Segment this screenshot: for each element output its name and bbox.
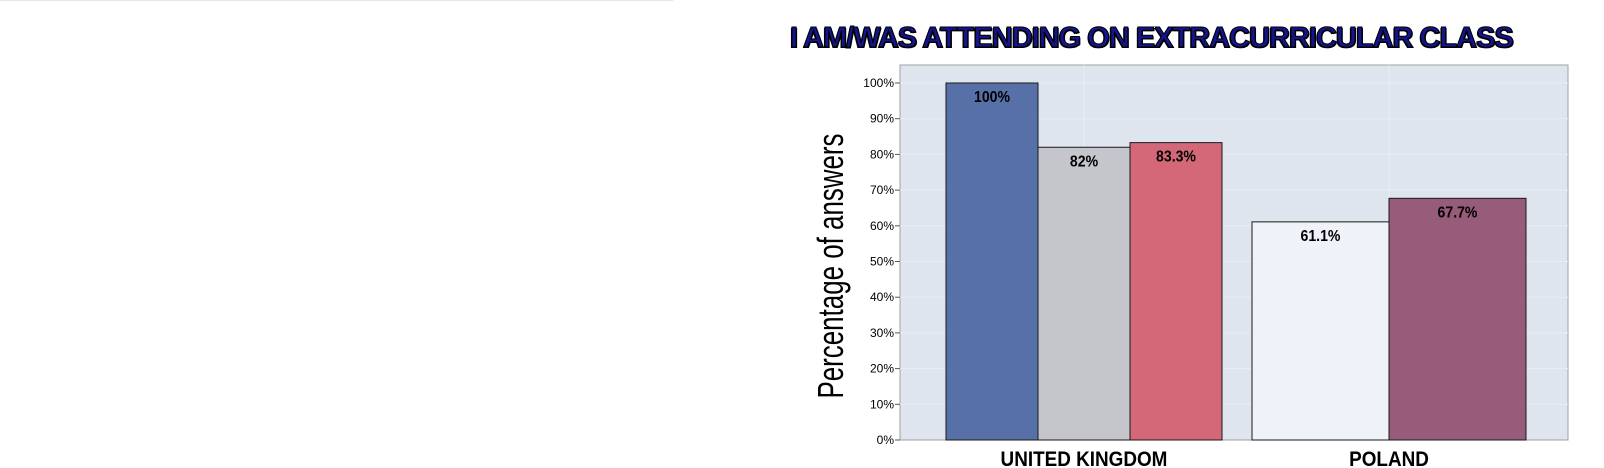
y-tick-label: 20%: [870, 362, 894, 376]
y-tick-label: 0%: [877, 433, 895, 447]
y-tick-label: 80%: [870, 147, 894, 161]
y-tick-label: 100%: [863, 76, 894, 90]
bar-1-1: [945, 82, 1039, 441]
value-labels: 100% 82% 83.3% 61.1% 67.7%: [974, 88, 1477, 245]
x-category-label: POLAND: [1349, 448, 1429, 468]
value-label: 82%: [1070, 152, 1098, 170]
y-tick-label: 90%: [870, 112, 894, 126]
y-tick-label: 60%: [870, 219, 894, 233]
bar-1-3: [1129, 142, 1223, 441]
value-label: 67.7%: [1438, 204, 1478, 222]
value-label: 83.3%: [1156, 148, 1196, 166]
x-category-label: UNITED KINGDOM: [1001, 448, 1168, 468]
y-tick-label: 40%: [870, 290, 894, 304]
top-divider-line: [0, 0, 673, 1]
chart-title: I AM/WAS ATTENDING ON EXTRACURRICULAR CL…: [790, 22, 1515, 55]
y-tick-label: 10%: [870, 397, 894, 411]
bar-2-2: [1388, 197, 1527, 441]
bar-2-1: [1251, 221, 1390, 441]
bar-1-2: [1037, 146, 1131, 441]
value-label: 100%: [974, 88, 1010, 106]
bars: [945, 82, 1527, 441]
y-axis-title: Percentage of answers: [811, 133, 851, 398]
y-axis: 0% 10% 20% 30% 40% 50% 60% 70% 80% 90% 100%: [863, 76, 900, 447]
y-tick-label: 50%: [870, 255, 894, 269]
y-tick-label: 70%: [870, 183, 894, 197]
value-label: 61.1%: [1301, 227, 1341, 245]
y-tick-label: 30%: [870, 326, 894, 340]
x-axis: UNITED KINGDOM POLAND: [1001, 448, 1429, 468]
